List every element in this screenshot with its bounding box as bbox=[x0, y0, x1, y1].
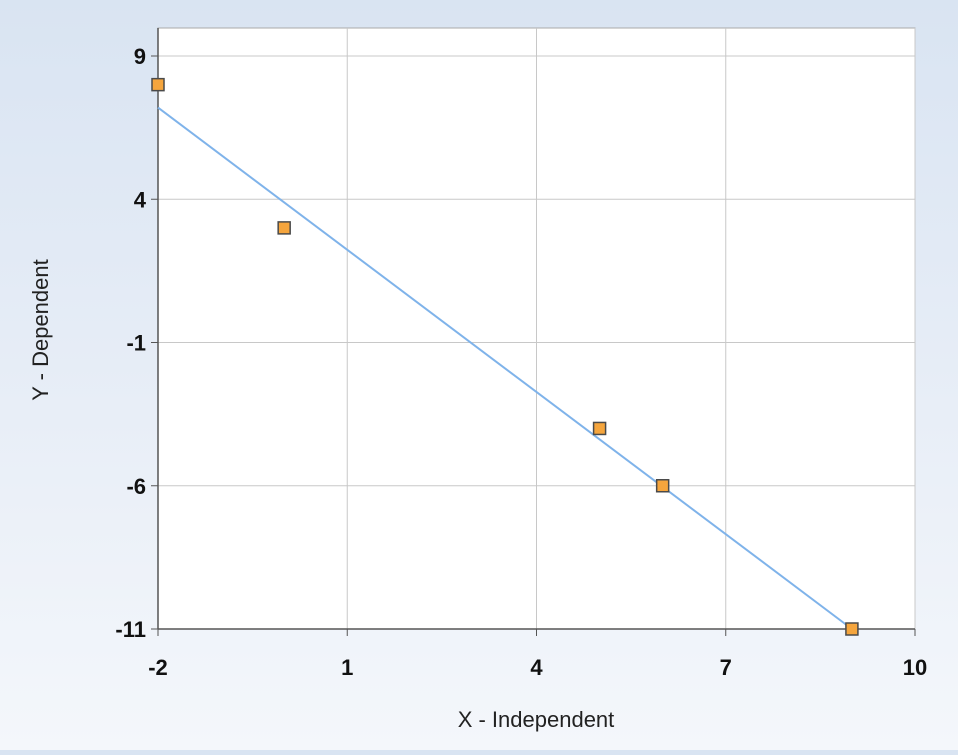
x-axis-title: X - Independent bbox=[458, 707, 615, 732]
x-tick-label: 4 bbox=[530, 655, 543, 680]
y-tick-label: -6 bbox=[126, 474, 146, 499]
axes bbox=[151, 28, 916, 636]
y-axis-title: Y - Dependent bbox=[28, 259, 53, 400]
trend-line bbox=[157, 106, 853, 630]
y-tick-label: 4 bbox=[134, 187, 147, 212]
x-tick-label: 7 bbox=[720, 655, 732, 680]
data-point bbox=[151, 77, 165, 92]
x-tick-label: 1 bbox=[341, 655, 353, 680]
series bbox=[151, 77, 859, 636]
tick-labels: -2 1 4 7 10 9 4 -1 -6 -11 bbox=[115, 44, 927, 680]
data-point bbox=[845, 622, 859, 636]
y-tick-label: 9 bbox=[134, 44, 146, 69]
x-tick-label: -2 bbox=[148, 655, 168, 680]
data-point bbox=[277, 221, 291, 235]
y-tick-label: -1 bbox=[126, 331, 146, 356]
data-point bbox=[592, 421, 607, 436]
x-tick-label: 10 bbox=[903, 655, 927, 680]
grid bbox=[158, 28, 916, 629]
data-point bbox=[655, 479, 670, 493]
y-tick-label: -11 bbox=[115, 617, 146, 642]
